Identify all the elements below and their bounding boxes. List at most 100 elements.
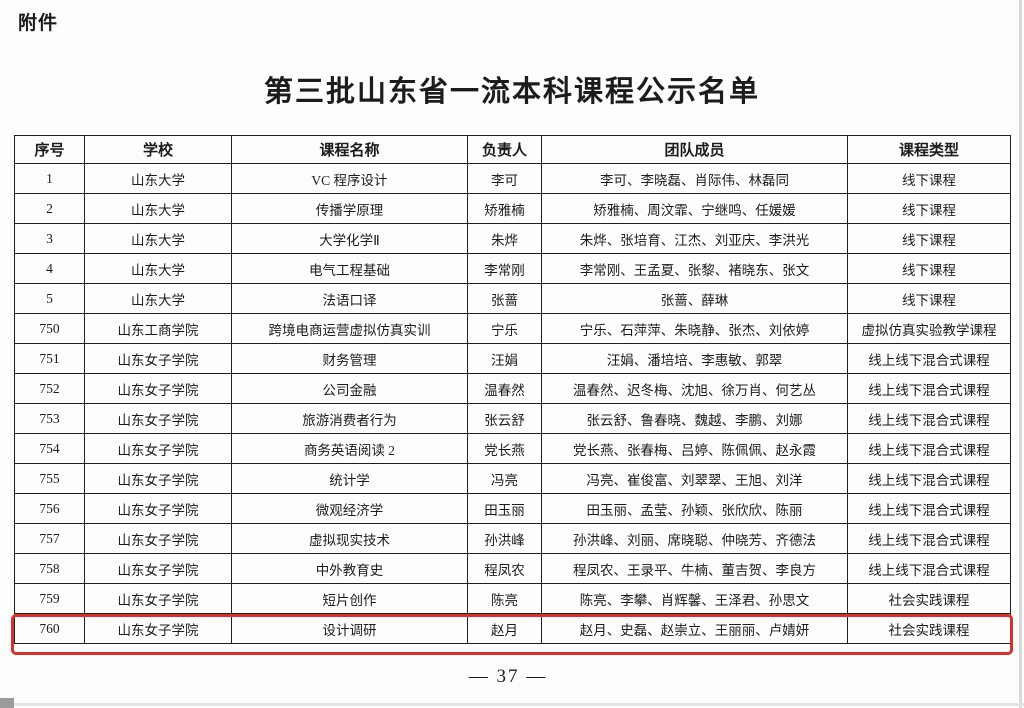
page-number: — 37 — — [468, 666, 548, 687]
cell-team: 冯亮、崔俊富、刘翠翠、王旭、刘洋 — [541, 463, 848, 494]
cell-type: 线上线下混合式课程 — [847, 523, 1011, 554]
cell-course: 商务英语阅读 2 — [231, 433, 468, 464]
cell-team: 陈亮、李攀、肖辉馨、王泽君、孙思文 — [541, 583, 848, 614]
table-row: 752 山东女子学院 公司金融 温春然 温春然、迟冬梅、沈旭、徐万肖、何艺丛 线上线下混合… — [14, 373, 1011, 404]
cell-leader: 汪娟 — [467, 343, 542, 374]
course-table-header: 序号 学校 课程名称 负责人 团队成员 课程类型 — [14, 135, 1011, 164]
cell-school: 山东女子学院 — [84, 583, 232, 614]
table-row: 759 山东女子学院 短片创作 陈亮 陈亮、李攀、肖辉馨、王泽君、孙思文 社会实践课程 — [14, 583, 1011, 614]
cell-team: 李常刚、王孟夏、张黎、褚晓东、张文 — [541, 253, 848, 284]
cell-team: 张蔷、薛琳 — [541, 283, 848, 314]
cell-course: 大学化学Ⅱ — [231, 223, 468, 254]
cell-leader: 宁乐 — [467, 313, 542, 344]
cell-type: 线下课程 — [847, 163, 1011, 194]
table-row: 2 山东大学 传播学原理 矫雅楠 矫雅楠、周汶霏、宁继鸣、任媛媛 线下课程 — [14, 193, 1011, 224]
cell-index: 2 — [14, 193, 85, 224]
table-row-highlighted: 760 山东女子学院 设计调研 赵月 赵月、史磊、赵崇立、王丽丽、卢婧妍 社会实践课程 — [14, 613, 1011, 644]
cell-type: 社会实践课程 — [847, 613, 1011, 644]
course-table-body: 1 山东大学 VC 程序设计 李可 李可、李晓磊、肖际伟、林磊同 线下课程 2 山东大学 传播学… — [14, 163, 1011, 644]
scan-edge-bottom — [0, 703, 1024, 706]
cell-school: 山东女子学院 — [84, 493, 232, 524]
cell-course: 公司金融 — [231, 373, 468, 404]
cell-type: 线上线下混合式课程 — [847, 373, 1011, 404]
cell-type: 线上线下混合式课程 — [847, 553, 1011, 584]
cell-leader: 陈亮 — [467, 583, 542, 614]
cell-course: 微观经济学 — [231, 493, 468, 524]
header-row: 序号 学校 课程名称 负责人 团队成员 课程类型 — [14, 135, 1011, 164]
column-header-leader: 负责人 — [467, 135, 542, 164]
table-row: 755 山东女子学院 统计学 冯亮 冯亮、崔俊富、刘翠翠、王旭、刘洋 线上线下混合式课程 — [14, 463, 1011, 494]
scan-corner — [0, 698, 14, 708]
cell-type: 线下课程 — [847, 193, 1011, 224]
cell-course: 传播学原理 — [231, 193, 468, 224]
table-row: 4 山东大学 电气工程基础 李常刚 李常刚、王孟夏、张黎、褚晓东、张文 线下课程 — [14, 253, 1011, 284]
table-row: 1 山东大学 VC 程序设计 李可 李可、李晓磊、肖际伟、林磊同 线下课程 — [14, 163, 1011, 194]
cell-index: 758 — [14, 553, 85, 584]
cell-leader: 赵月 — [467, 613, 542, 644]
cell-leader: 孙洪峰 — [467, 523, 542, 554]
cell-type: 线上线下混合式课程 — [847, 403, 1011, 434]
column-header-course: 课程名称 — [231, 135, 468, 164]
attachment-label: 附件 — [18, 13, 59, 34]
cell-team: 宁乐、石萍萍、朱晓静、张杰、刘依婷 — [541, 313, 848, 344]
cell-index: 4 — [14, 253, 85, 284]
cell-type: 虚拟仿真实验教学课程 — [847, 313, 1011, 344]
cell-leader: 程凤农 — [467, 553, 542, 584]
column-header-team: 团队成员 — [541, 135, 848, 164]
cell-school: 山东女子学院 — [84, 523, 232, 554]
cell-leader: 李可 — [467, 163, 542, 194]
cell-team: 温春然、迟冬梅、沈旭、徐万肖、何艺丛 — [541, 373, 848, 404]
cell-index: 759 — [14, 583, 85, 614]
cell-index: 757 — [14, 523, 85, 554]
cell-index: 753 — [14, 403, 85, 434]
cell-index: 756 — [14, 493, 85, 524]
cell-course: 短片创作 — [231, 583, 468, 614]
scan-edge-right — [1019, 0, 1022, 708]
cell-course: 设计调研 — [231, 613, 468, 644]
column-header-type: 课程类型 — [847, 135, 1011, 164]
cell-school: 山东女子学院 — [84, 433, 232, 464]
cell-team: 张云舒、鲁春晓、魏越、李鹏、刘娜 — [541, 403, 848, 434]
cell-index: 3 — [14, 223, 85, 254]
cell-index: 1 — [14, 163, 85, 194]
cell-team: 李可、李晓磊、肖际伟、林磊同 — [541, 163, 848, 194]
cell-index: 5 — [14, 283, 85, 314]
cell-leader: 矫雅楠 — [467, 193, 542, 224]
cell-school: 山东大学 — [84, 163, 232, 194]
cell-course: 中外教育史 — [231, 553, 468, 584]
table-row: 753 山东女子学院 旅游消费者行为 张云舒 张云舒、鲁春晓、魏越、李鹏、刘娜 线上线下混… — [14, 403, 1011, 434]
cell-team: 矫雅楠、周汶霏、宁继鸣、任媛媛 — [541, 193, 848, 224]
cell-index: 751 — [14, 343, 85, 374]
cell-school: 山东工商学院 — [84, 313, 232, 344]
cell-course: VC 程序设计 — [231, 163, 468, 194]
table-row: 5 山东大学 法语口译 张蔷 张蔷、薛琳 线下课程 — [14, 283, 1011, 314]
cell-school: 山东女子学院 — [84, 553, 232, 584]
table-row: 751 山东女子学院 财务管理 汪娟 汪娟、潘培培、李惠敏、郭翠 线上线下混合式课程 — [14, 343, 1011, 374]
cell-course: 财务管理 — [231, 343, 468, 374]
cell-school: 山东大学 — [84, 253, 232, 284]
cell-team: 程凤农、王录平、牛楠、董吉贺、李良方 — [541, 553, 848, 584]
table-row: 754 山东女子学院 商务英语阅读 2 党长燕 党长燕、张春梅、吕婷、陈佩佩、赵永霞 线上… — [14, 433, 1011, 464]
cell-course: 跨境电商运营虚拟仿真实训 — [231, 313, 468, 344]
cell-type: 线上线下混合式课程 — [847, 463, 1011, 494]
cell-leader: 温春然 — [467, 373, 542, 404]
cell-type: 线上线下混合式课程 — [847, 493, 1011, 524]
cell-index: 752 — [14, 373, 85, 404]
cell-course: 旅游消费者行为 — [231, 403, 468, 434]
cell-leader: 朱烨 — [467, 223, 542, 254]
cell-team: 汪娟、潘培培、李惠敏、郭翠 — [541, 343, 848, 374]
cell-course: 电气工程基础 — [231, 253, 468, 284]
cell-index: 750 — [14, 313, 85, 344]
cell-leader: 张云舒 — [467, 403, 542, 434]
cell-type: 线下课程 — [847, 223, 1011, 254]
cell-leader: 党长燕 — [467, 433, 542, 464]
cell-school: 山东女子学院 — [84, 463, 232, 494]
cell-team: 赵月、史磊、赵崇立、王丽丽、卢婧妍 — [541, 613, 848, 644]
cell-leader: 李常刚 — [467, 253, 542, 284]
cell-school: 山东女子学院 — [84, 373, 232, 404]
column-header-school: 学校 — [84, 135, 232, 164]
cell-team: 朱烨、张培育、江杰、刘亚庆、李洪光 — [541, 223, 848, 254]
cell-school: 山东大学 — [84, 223, 232, 254]
cell-type: 线下课程 — [847, 253, 1011, 284]
